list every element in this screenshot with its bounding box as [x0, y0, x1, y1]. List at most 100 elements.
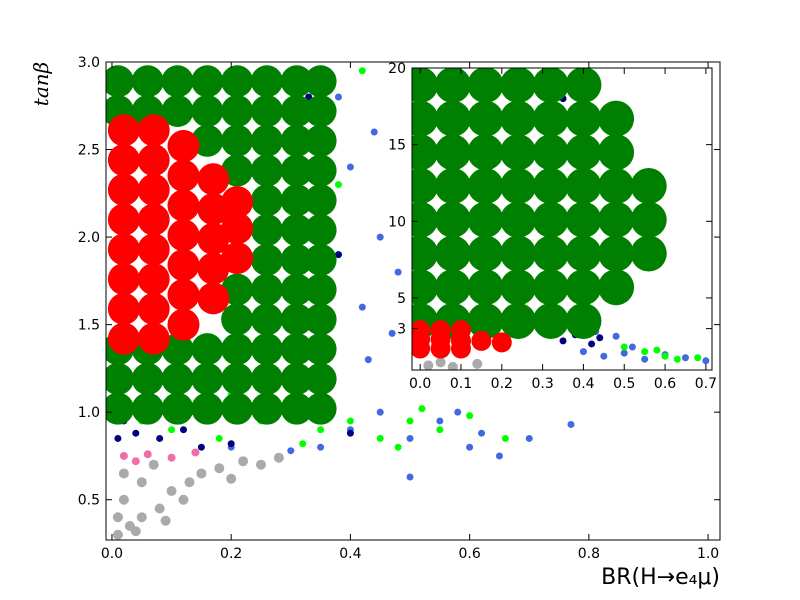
point	[418, 405, 426, 413]
point	[221, 362, 254, 395]
point	[250, 214, 283, 247]
point	[447, 361, 458, 370]
y-tick-label: 10	[388, 214, 406, 230]
point	[160, 515, 171, 526]
point	[226, 473, 237, 484]
point	[596, 334, 604, 342]
point	[661, 352, 669, 360]
point	[304, 273, 337, 306]
point	[167, 219, 200, 252]
point	[600, 352, 608, 360]
point	[467, 134, 504, 171]
point	[694, 354, 702, 362]
point	[107, 144, 140, 177]
point	[412, 269, 439, 306]
x-tick-label: 1.0	[697, 546, 719, 562]
point	[167, 130, 200, 163]
point	[280, 95, 313, 128]
point	[406, 434, 414, 442]
point	[221, 303, 254, 336]
y-tick-label: 5	[397, 291, 406, 307]
point	[197, 222, 230, 255]
point	[118, 494, 129, 505]
point	[406, 473, 414, 481]
point	[501, 434, 509, 442]
point	[107, 292, 140, 325]
point	[304, 243, 337, 276]
plot-frame	[105, 61, 721, 541]
point	[137, 322, 170, 355]
point	[620, 349, 628, 357]
point	[565, 168, 602, 205]
point	[406, 417, 414, 425]
point	[221, 65, 254, 98]
point	[565, 134, 602, 171]
point	[250, 273, 283, 306]
point	[565, 302, 602, 339]
point	[221, 333, 254, 366]
point	[376, 408, 384, 416]
point	[287, 447, 295, 455]
point	[598, 201, 635, 238]
point	[491, 332, 512, 353]
x-tick-label: 0.6	[654, 376, 676, 392]
point	[280, 362, 313, 395]
point	[280, 273, 313, 306]
y-tick-label: 1.5	[78, 318, 100, 334]
point	[191, 124, 224, 157]
point	[166, 485, 177, 496]
point	[280, 333, 313, 366]
point	[467, 302, 504, 339]
point	[567, 420, 575, 428]
y-tick-label: 3.0	[78, 55, 100, 71]
point	[412, 235, 439, 272]
point	[280, 124, 313, 157]
point	[467, 68, 504, 103]
point	[131, 362, 164, 395]
x-tick-label: 0.0	[409, 376, 431, 392]
point	[388, 329, 396, 337]
x-tick-label: 0.8	[578, 546, 600, 562]
point	[191, 362, 224, 395]
point	[299, 440, 307, 448]
point	[412, 134, 439, 171]
point	[532, 134, 569, 171]
point	[304, 392, 337, 425]
point	[620, 343, 628, 351]
point	[221, 95, 254, 128]
point	[467, 168, 504, 205]
point	[304, 333, 337, 366]
point	[118, 468, 129, 479]
point	[412, 201, 439, 238]
point	[412, 100, 439, 137]
point	[280, 392, 313, 425]
point	[131, 457, 140, 466]
point	[346, 429, 354, 437]
point	[370, 128, 378, 136]
point	[250, 65, 283, 98]
point	[559, 337, 567, 345]
point	[161, 362, 194, 395]
point	[215, 434, 223, 442]
point	[478, 429, 486, 437]
point	[167, 453, 176, 462]
point	[628, 343, 636, 351]
point	[137, 173, 170, 206]
point	[191, 65, 224, 98]
point	[346, 163, 354, 171]
point	[394, 268, 402, 276]
x-tick-label: 0.4	[572, 376, 594, 392]
x-tick-label: 0.4	[339, 546, 361, 562]
point	[334, 251, 342, 259]
x-tick-label: 0.6	[458, 546, 480, 562]
point	[471, 330, 492, 351]
point	[412, 168, 439, 205]
point	[434, 68, 471, 103]
point	[280, 243, 313, 276]
point	[588, 340, 596, 348]
point	[143, 450, 152, 459]
point	[702, 357, 710, 365]
point	[168, 426, 176, 434]
point	[500, 68, 537, 103]
point	[106, 362, 134, 395]
